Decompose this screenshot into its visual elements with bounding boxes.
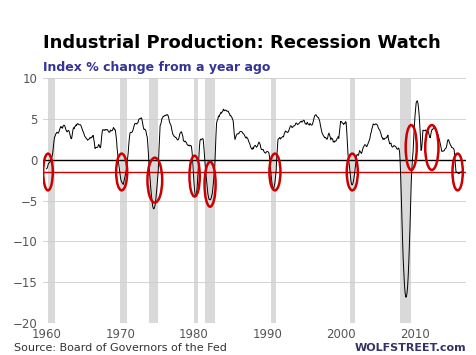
Bar <box>350 78 356 323</box>
Bar <box>271 78 276 323</box>
Text: Index % change from a year ago: Index % change from a year ago <box>43 61 270 74</box>
Bar <box>205 78 216 323</box>
Bar <box>194 78 198 323</box>
Text: Industrial Production: Recession Watch: Industrial Production: Recession Watch <box>43 34 441 52</box>
Bar <box>399 78 411 323</box>
Bar <box>119 78 127 323</box>
Text: WOLFSTREET.com: WOLFSTREET.com <box>355 343 466 353</box>
Bar <box>49 78 55 323</box>
Text: Source: Board of Governors of the Fed: Source: Board of Governors of the Fed <box>14 343 227 353</box>
Bar <box>149 78 159 323</box>
